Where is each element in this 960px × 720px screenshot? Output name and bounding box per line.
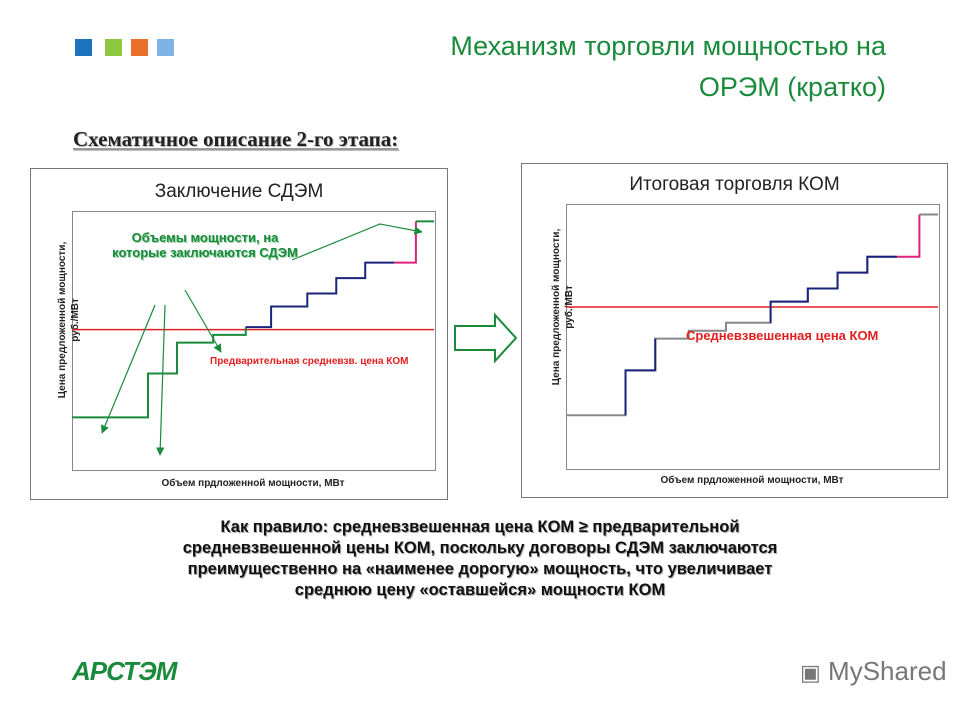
conclusion-line-4: среднюю цену «оставшейся» мощности КОМ (294, 581, 666, 599)
logo-square-green (105, 39, 122, 56)
chart-panel-left: Заключение СДЭМ Цена предложенной мощнос… (30, 168, 448, 500)
conclusion-text: Как правило: средневзвешенная цена КОМ ≥… (100, 517, 860, 601)
y-axis-label: Цена предложенной мощности, руб./МВт (57, 241, 81, 399)
conclusion-line-1: Как правило: средневзвешенная цена КОМ ≥… (220, 518, 740, 536)
logo-square-blue (75, 39, 92, 56)
conclusion-line-3: преимущественно на «наименее дорогую» мо… (187, 560, 773, 578)
company-logo: АРСТЭМ (72, 656, 177, 686)
annotation-sdem-volumes: Объемы мощности, на которые заключаются … (112, 230, 298, 260)
y-axis-label: Цена предложенной мощности, руб./МВт (551, 228, 575, 386)
chart-title: Заключение СДЭМ (154, 181, 324, 202)
reference-line-label: Средневзвешенная цена КОМ (686, 328, 879, 343)
logo-square-orange (131, 39, 148, 56)
page-title: Механизм торговли мощностью на ОРЭМ (кра… (250, 26, 886, 108)
title-line-2: ОРЭМ (кратко) (698, 72, 886, 102)
presentation-icon: ▣ (800, 660, 821, 685)
watermark-logo: ▣ MyShared (800, 656, 947, 687)
title-line-1: Механизм торговли мощностью на (450, 31, 886, 61)
watermark-text: MyShared (828, 656, 947, 686)
transition-arrow (454, 312, 518, 364)
conclusion-line-2: средневзвешенной цены КОМ, поскольку дог… (182, 539, 778, 557)
x-axis-label: Объем прдложенной мощности, МВт (660, 475, 844, 486)
x-axis-label: Объем прдложенной мощности, МВт (161, 478, 345, 489)
logo-square-lightblue (157, 39, 174, 56)
chart-title: Итоговая торговля КОМ (629, 174, 840, 195)
section-subtitle: Схематичное описание 2-го этапа: (73, 127, 399, 151)
reference-line-label: Предварительная средневзв. цена КОМ (210, 356, 409, 367)
